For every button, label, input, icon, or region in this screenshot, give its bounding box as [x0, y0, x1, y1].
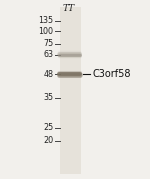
Text: 20: 20 [43, 136, 53, 145]
Text: 75: 75 [43, 39, 53, 48]
Text: 35: 35 [43, 93, 53, 102]
Text: 63: 63 [43, 50, 53, 59]
Text: 48: 48 [43, 70, 53, 79]
Text: 25: 25 [43, 124, 53, 132]
Text: C3orf58: C3orf58 [92, 69, 131, 79]
Bar [60, 7, 81, 174]
Text: 135: 135 [38, 16, 53, 25]
Text: TT: TT [62, 4, 74, 13]
Text: 100: 100 [38, 27, 53, 36]
